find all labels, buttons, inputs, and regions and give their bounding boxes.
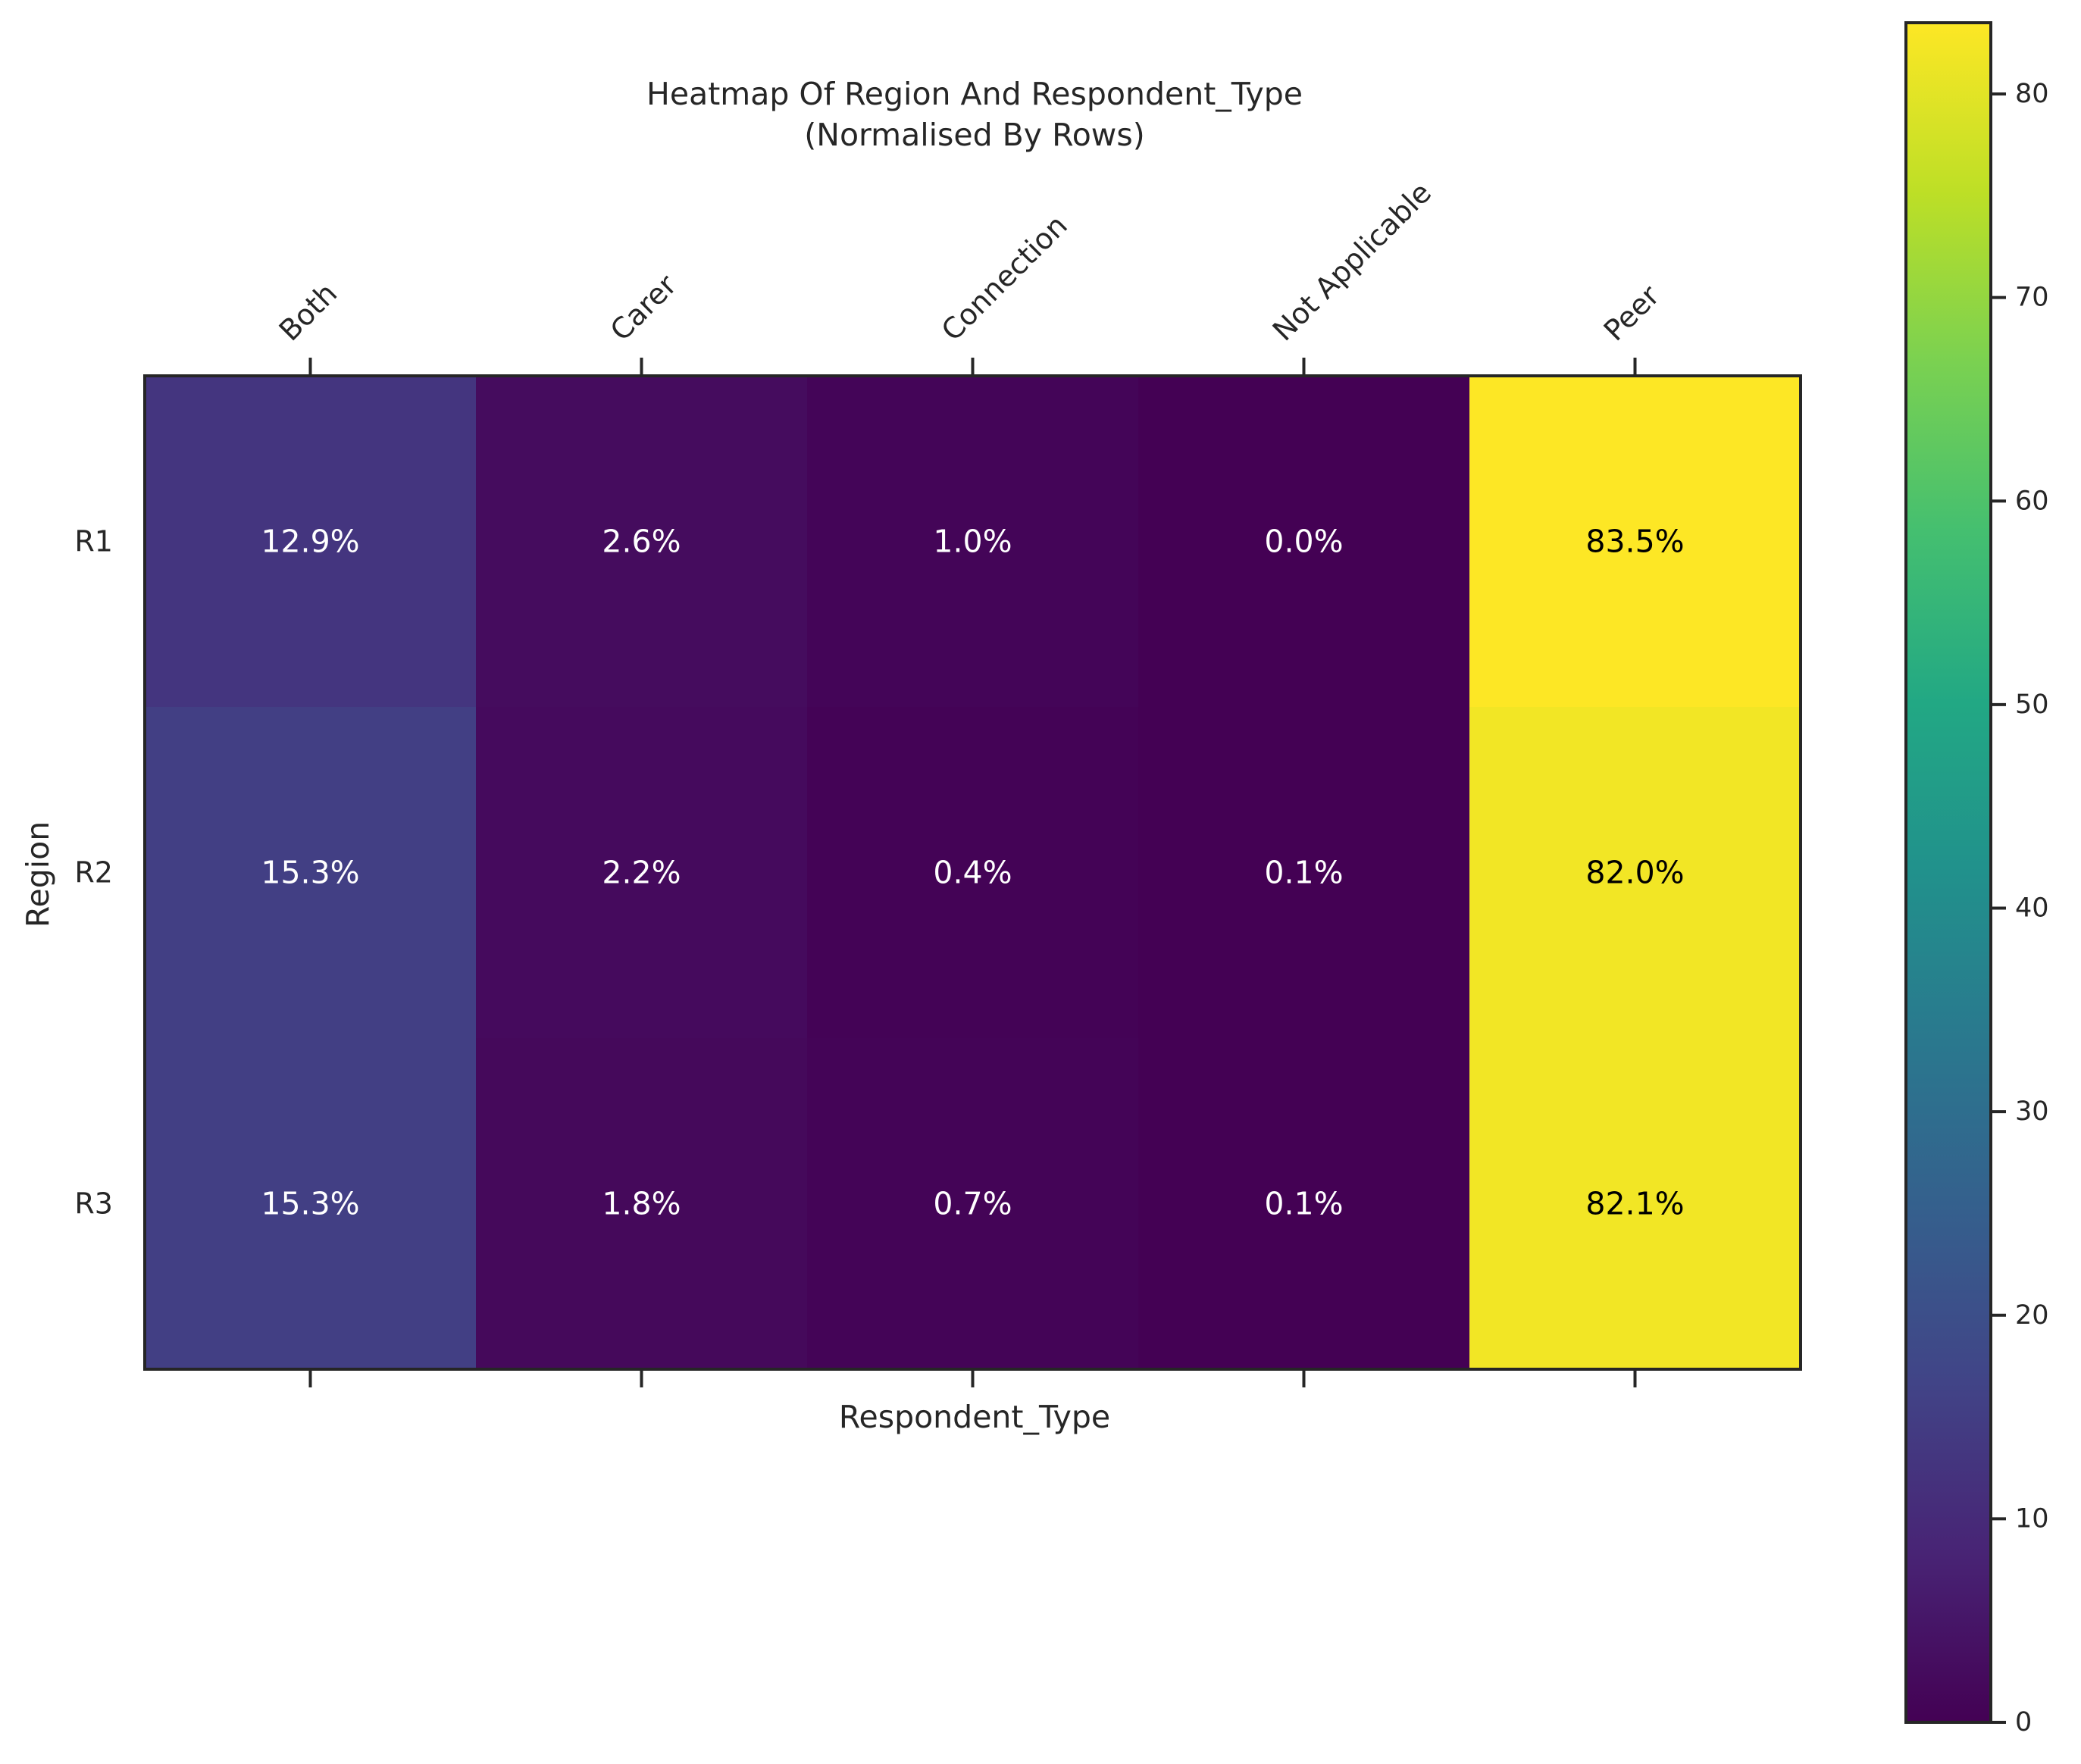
colorbar-frame xyxy=(1904,21,1992,1724)
cell-value-label: 2.6% xyxy=(602,524,681,560)
cell-value-label: 0.1% xyxy=(1264,855,1343,891)
heatmap-cell-r3-not-applicable xyxy=(1138,1038,1470,1370)
cell-value-label: 83.5% xyxy=(1585,524,1684,560)
x-tick-label-peer: Peer xyxy=(1598,279,1666,348)
colorbar-gradient xyxy=(1906,23,1991,1722)
cell-value-label: 15.3% xyxy=(261,855,359,891)
colorbar-tick-label: 40 xyxy=(2015,893,2049,924)
y-axis-ticks: R1 R2 R3 xyxy=(74,525,113,1221)
heatmap-cell-r1-both xyxy=(145,376,477,708)
chart-title: Heatmap Of Region And Respondent_Type xyxy=(646,76,1303,112)
heatmap-cell-r3-carer xyxy=(476,1038,808,1370)
cell-value-label: 82.0% xyxy=(1585,855,1684,891)
x-tick-label-not-applicable: Not Applicable xyxy=(1266,176,1438,347)
cell-value-label: 2.2% xyxy=(602,855,681,891)
colorbar-tick-label: 20 xyxy=(2015,1300,2049,1331)
colorbar-tick-label: 80 xyxy=(2015,79,2049,109)
heatmap-cell-r1-peer xyxy=(1469,376,1801,708)
heatmap-cell-r1-connection xyxy=(807,376,1139,708)
heatmap-cell-r2-connection xyxy=(807,707,1139,1039)
colorbar-tick-label: 50 xyxy=(2015,690,2049,720)
cell-value-label: 1.8% xyxy=(602,1186,681,1222)
cell-value-label: 0.4% xyxy=(933,855,1012,891)
y-tick-label-r1: R1 xyxy=(74,525,113,558)
heatmap-cell-r1-carer xyxy=(476,376,808,708)
heatmap-cell-labels: 12.9% 2.6% 1.0% 0.0% 83.5% 15.3% 2.2% 0.4% 0.1% 8… xyxy=(261,524,1684,1222)
chart-subtitle: (Normalised By Rows) xyxy=(804,117,1144,153)
cell-value-label: 15.3% xyxy=(261,1186,359,1222)
heatmap-cell-r3-peer xyxy=(1469,1038,1801,1370)
cell-value-label: 82.1% xyxy=(1585,1186,1684,1222)
heatmap-cell-r2-not-applicable xyxy=(1138,707,1470,1039)
cell-value-label: 0.0% xyxy=(1264,524,1343,560)
x-tick-label-carer: Carer xyxy=(604,268,684,348)
heatmap-cell-r1-not-applicable xyxy=(1138,376,1470,708)
colorbar-tick-label: 30 xyxy=(2015,1096,2049,1127)
heatmap-cell-r3-both xyxy=(145,1038,477,1370)
heatmap-cells xyxy=(145,376,1801,1370)
heatmap-cell-r3-connection xyxy=(807,1038,1139,1370)
colorbar-tick-label: 60 xyxy=(2015,486,2049,516)
heatmap-cell-r2-both xyxy=(145,707,477,1039)
heatmap-cell-r2-peer xyxy=(1469,707,1801,1039)
colorbar-tick-label: 0 xyxy=(2015,1707,2032,1737)
y-tick-label-r2: R2 xyxy=(74,856,113,890)
x-axis-label: Respondent_Type xyxy=(839,1399,1110,1435)
y-axis-label: Region xyxy=(20,821,56,927)
colorbar-tick-label: 70 xyxy=(2015,283,2049,313)
cell-value-label: 0.7% xyxy=(933,1186,1012,1222)
heatmap-cell-r2-carer xyxy=(476,707,808,1039)
cell-value-label: 1.0% xyxy=(933,524,1012,560)
y-tick-label-r3: R3 xyxy=(74,1187,113,1221)
x-tick-label-both: Both xyxy=(273,277,344,348)
cell-value-label: 0.1% xyxy=(1264,1186,1343,1222)
colorbar-ticks: 0 10 20 30 40 50 60 70 80 xyxy=(1991,79,2049,1737)
x-tick-label-connection: Connection xyxy=(935,208,1074,347)
cell-value-label: 12.9% xyxy=(261,524,359,560)
colorbar-tick-label: 10 xyxy=(2015,1503,2049,1534)
